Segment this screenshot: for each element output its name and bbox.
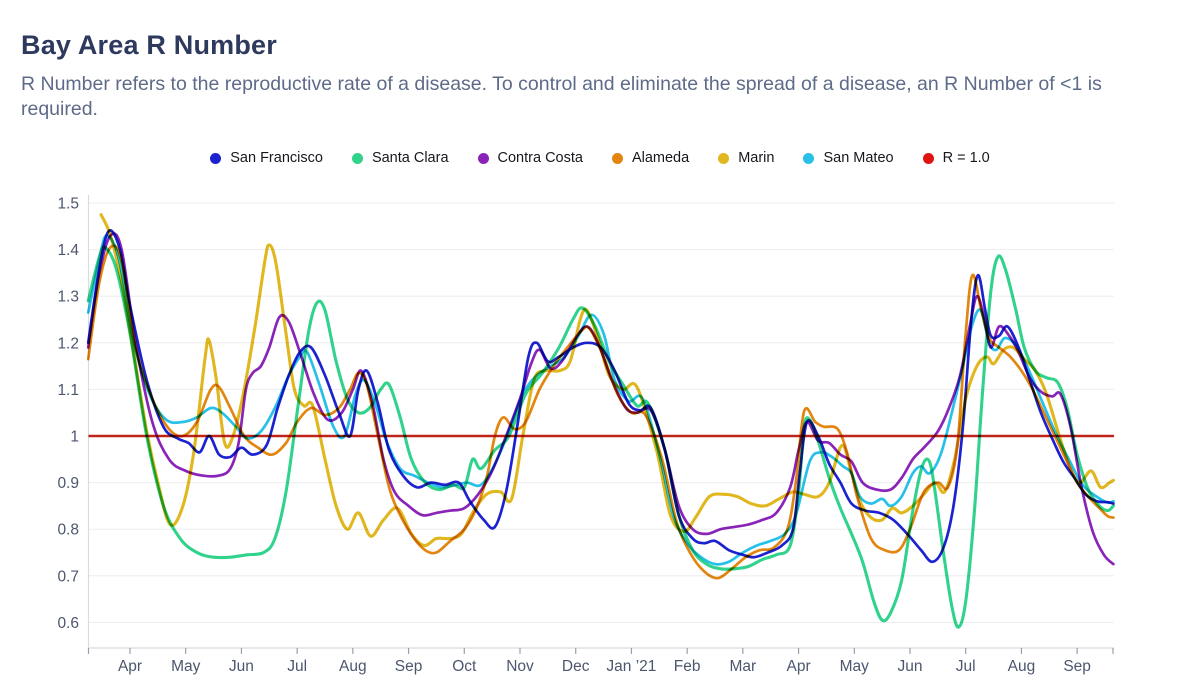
y-tick-label: 1 xyxy=(70,429,79,446)
legend-dot-alameda xyxy=(611,152,623,164)
y-tick-label: 1.2 xyxy=(57,335,79,352)
page-subtitle: R Number refers to the reproductive rate… xyxy=(21,72,1102,121)
y-tick-label: 0.9 xyxy=(57,475,79,492)
legend-dot-santa-clara xyxy=(351,152,363,164)
x-tick-label: Jun xyxy=(229,658,254,675)
legend-label: R = 1.0 xyxy=(942,150,990,166)
legend-dot-r-1-0 xyxy=(922,152,934,164)
series-line-marin xyxy=(99,213,1115,548)
y-tick-label: 0.8 xyxy=(57,522,79,539)
legend-label: Contra Costa xyxy=(497,150,583,166)
legend-item-san-francisco[interactable]: San Francisco xyxy=(210,150,323,166)
x-tick-label: Jun xyxy=(897,658,922,675)
x-tick-label: Sep xyxy=(395,658,423,675)
x-tick-label: Feb xyxy=(674,658,701,675)
x-tick-label: Jan ’21 xyxy=(606,658,656,675)
x-tick-label: Apr xyxy=(118,658,142,675)
series-line-santa-clara xyxy=(86,245,1115,629)
y-axis-labels: 1.5 1.4 1.3 1.2 1.1 1 0.9 0.8 0.7 0.6 xyxy=(57,196,79,632)
y-tick-label: 1.3 xyxy=(57,289,79,306)
legend-item-santa-clara[interactable]: Santa Clara xyxy=(351,150,449,166)
legend-label: Alameda xyxy=(631,150,690,166)
y-tick-label: 1.1 xyxy=(57,382,79,399)
x-tick-label: Aug xyxy=(1008,658,1036,675)
legend-item-san-mateo[interactable]: San Mateo xyxy=(803,150,894,166)
series-line-alameda xyxy=(86,244,1115,580)
legend-label: Marin xyxy=(738,150,775,166)
x-axis-ticks xyxy=(87,648,1114,654)
y-tick-label: 0.6 xyxy=(57,615,79,632)
x-tick-label: Aug xyxy=(339,658,367,675)
legend-dot-san-francisco xyxy=(210,152,222,164)
x-tick-label: Jul xyxy=(287,658,307,675)
legend-label: Santa Clara xyxy=(371,150,449,166)
x-tick-label: Sep xyxy=(1063,658,1091,675)
page-title: Bay Area R Number xyxy=(21,30,277,61)
x-tick-label: May xyxy=(171,658,201,675)
x-tick-label: Mar xyxy=(730,658,757,675)
legend-label: San Mateo xyxy=(823,150,894,166)
x-tick-label: Jul xyxy=(956,658,976,675)
legend-item-marin[interactable]: Marin xyxy=(718,150,774,166)
series-lines xyxy=(86,213,1115,629)
legend-dot-san-mateo xyxy=(803,152,815,164)
legend-dot-marin xyxy=(718,152,730,164)
x-tick-label: May xyxy=(840,658,870,675)
chart-legend: San Francisco Santa Clara Contra Costa Alam… xyxy=(0,150,1200,166)
x-tick-label: Nov xyxy=(506,658,534,675)
y-tick-label: 1.5 xyxy=(57,196,79,213)
legend-item-contra-costa[interactable]: Contra Costa xyxy=(477,150,583,166)
y-tick-label: 1.4 xyxy=(57,242,79,259)
x-tick-label: Oct xyxy=(452,658,477,675)
legend-item-r-1-0[interactable]: R = 1.0 xyxy=(922,150,990,166)
x-tick-label: Apr xyxy=(787,658,811,675)
legend-item-alameda[interactable]: Alameda xyxy=(611,150,690,166)
x-tick-label: Dec xyxy=(562,658,590,675)
y-tick-label: 0.7 xyxy=(57,568,79,585)
legend-dot-contra-costa xyxy=(477,152,489,164)
x-axis-labels: Apr May Jun Jul Aug Sep Oct Nov Dec Jan ’21 Feb Mar… xyxy=(118,658,1091,675)
legend-label: San Francisco xyxy=(230,150,323,166)
